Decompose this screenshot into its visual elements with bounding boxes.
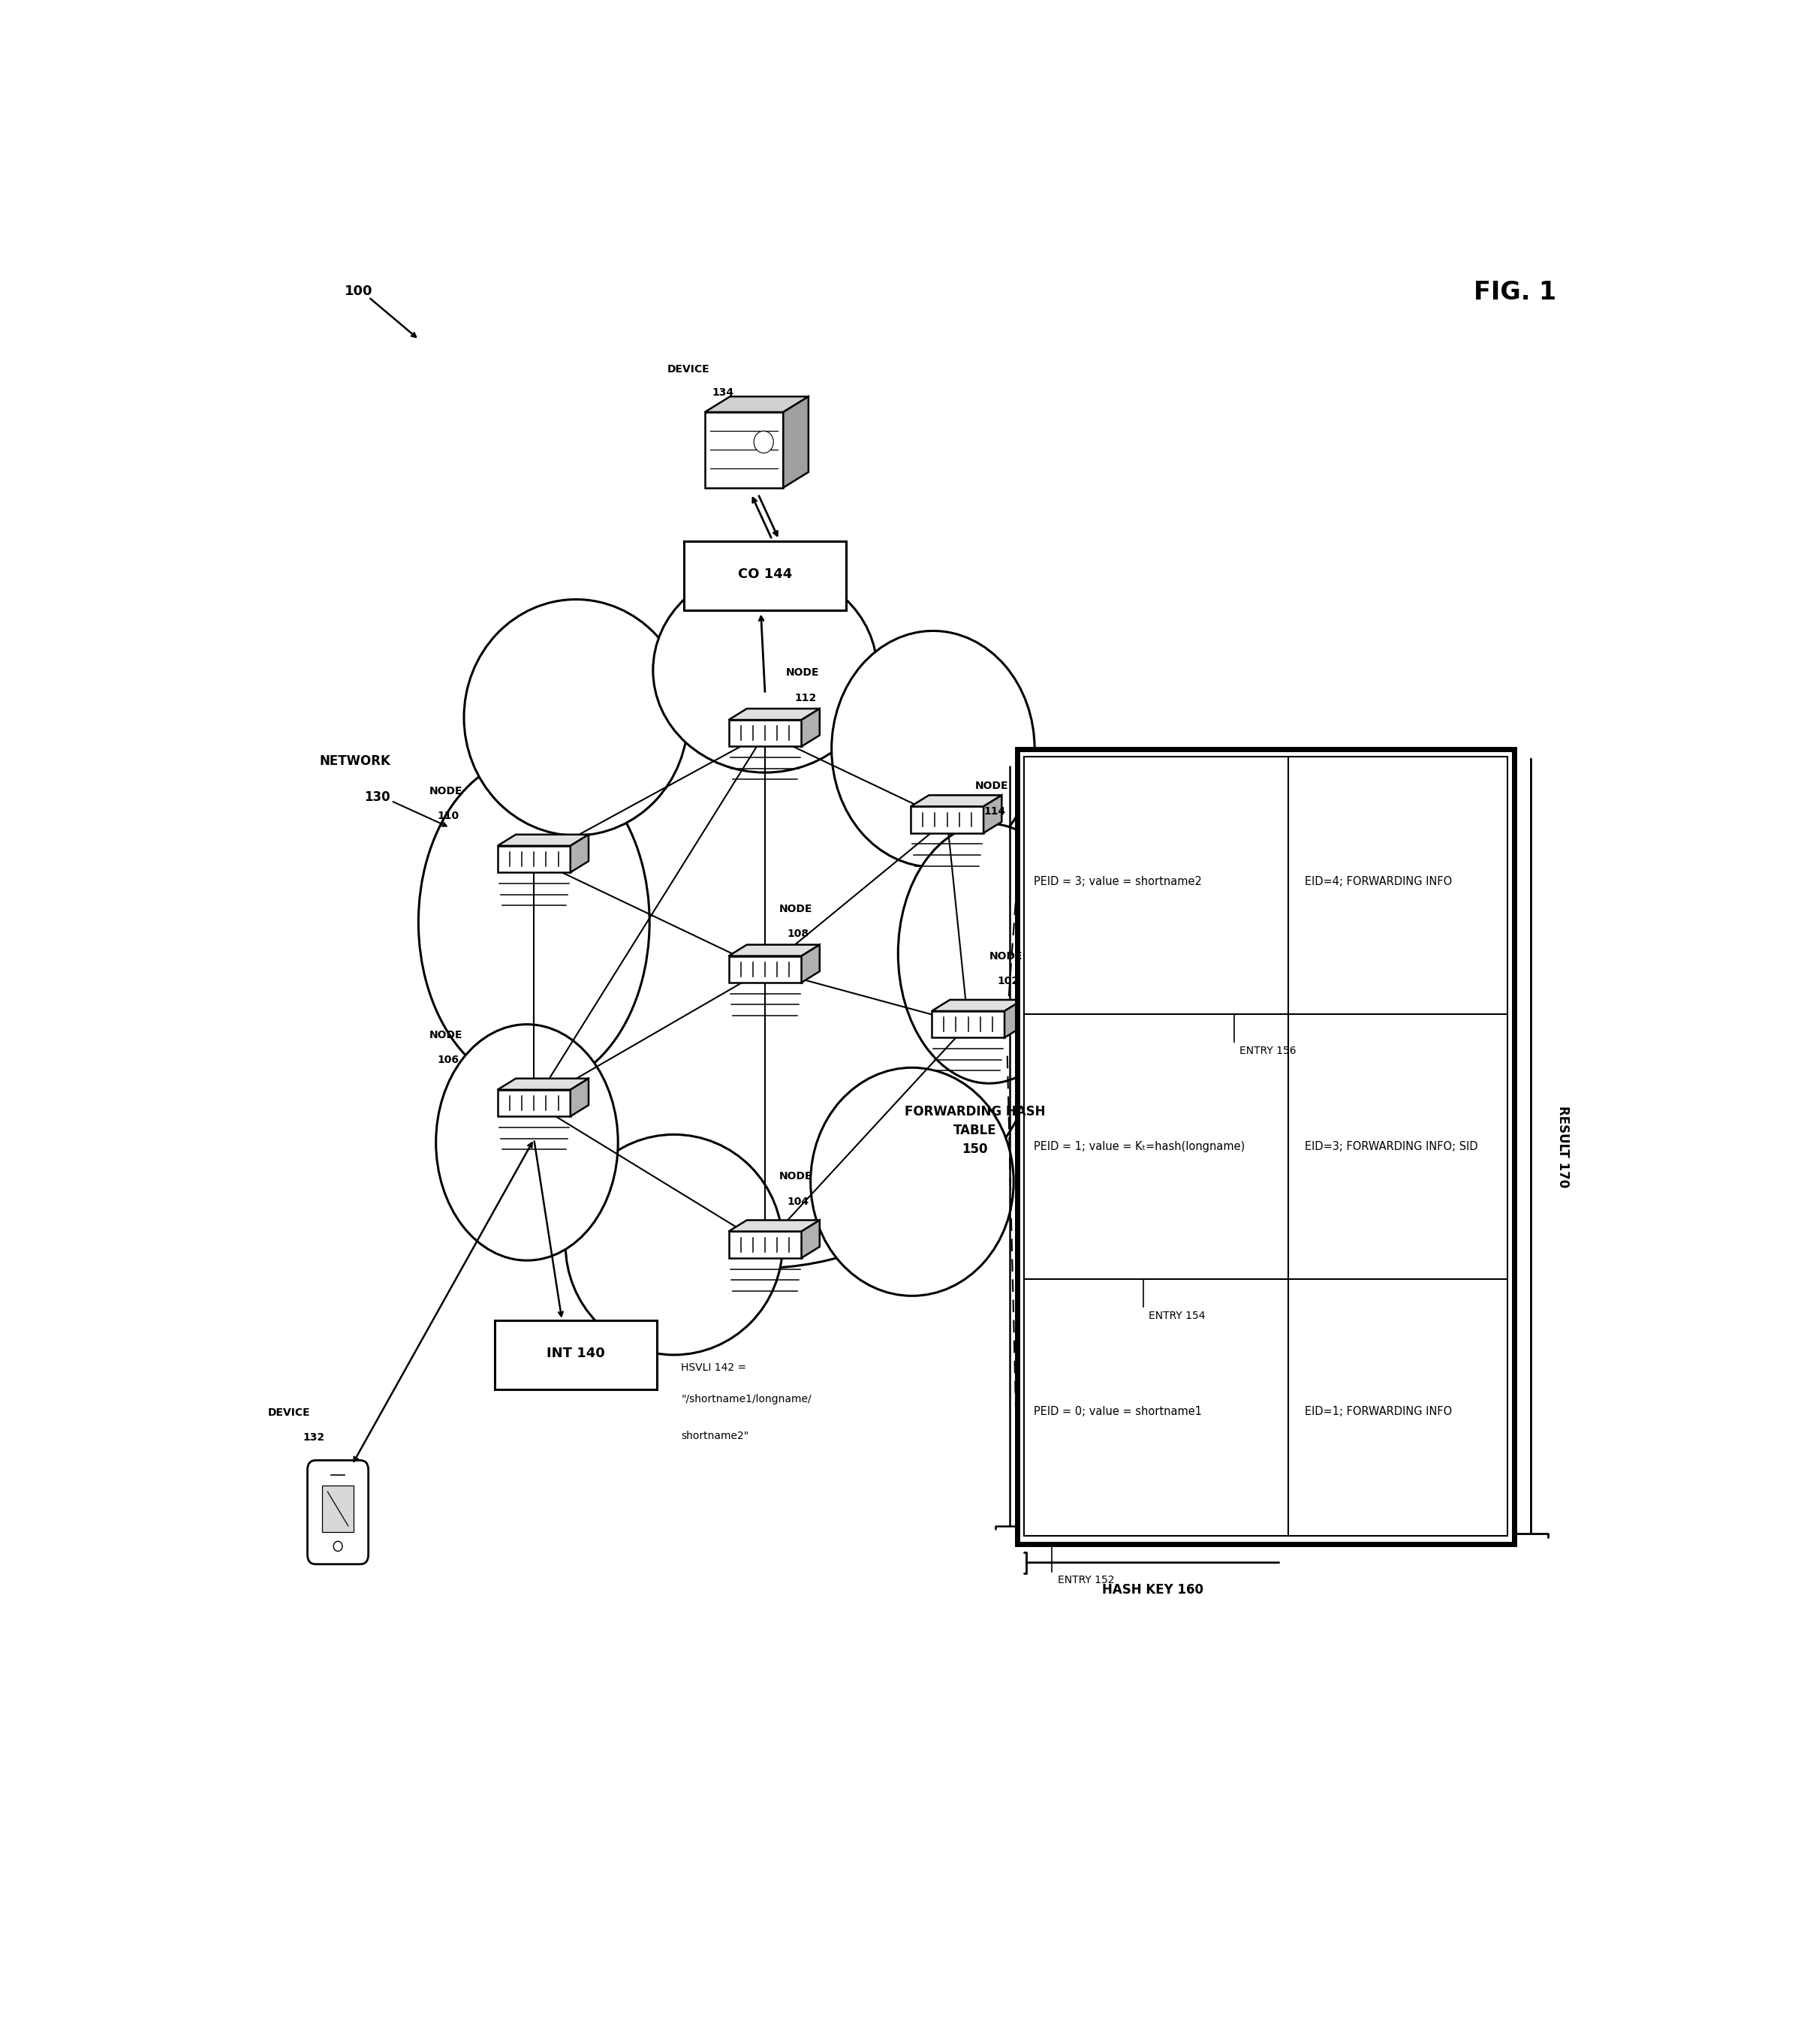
FancyBboxPatch shape (307, 1459, 369, 1564)
Text: FIG. 1: FIG. 1 (1473, 280, 1556, 305)
Polygon shape (728, 719, 802, 746)
Text: DEVICE: DEVICE (267, 1408, 311, 1419)
Ellipse shape (334, 1541, 342, 1551)
Polygon shape (497, 846, 571, 873)
Text: NODE: NODE (976, 781, 1008, 791)
Ellipse shape (652, 568, 876, 773)
Text: NODE: NODE (779, 903, 813, 914)
Polygon shape (497, 834, 589, 846)
Polygon shape (932, 1012, 1005, 1038)
Polygon shape (802, 709, 820, 746)
Text: 106: 106 (437, 1055, 459, 1065)
Polygon shape (705, 397, 808, 413)
Text: NODE: NODE (428, 785, 463, 797)
Text: FORWARDING HASH
TABLE
150: FORWARDING HASH TABLE 150 (905, 1106, 1046, 1157)
Text: ENTRY 156: ENTRY 156 (1240, 1044, 1297, 1057)
Text: 114: 114 (983, 805, 1005, 818)
Ellipse shape (811, 1067, 1014, 1296)
Polygon shape (932, 1000, 1023, 1012)
Text: PEID = 0; value = shortname1: PEID = 0; value = shortname1 (1034, 1406, 1202, 1416)
Text: EID=3; FORWARDING INFO; SID: EID=3; FORWARDING INFO; SID (1305, 1141, 1478, 1153)
Polygon shape (322, 1486, 354, 1533)
Polygon shape (1005, 1000, 1023, 1038)
Text: CO 144: CO 144 (737, 568, 791, 580)
Polygon shape (782, 397, 808, 489)
Ellipse shape (898, 824, 1081, 1083)
Polygon shape (705, 413, 782, 489)
Polygon shape (802, 1220, 820, 1257)
Polygon shape (728, 1230, 802, 1257)
Polygon shape (728, 957, 802, 983)
Text: RESULT 170: RESULT 170 (1556, 1106, 1570, 1188)
Text: 100: 100 (345, 284, 372, 298)
Polygon shape (497, 1089, 571, 1116)
Text: NODE: NODE (428, 1030, 463, 1040)
Text: NODE: NODE (786, 668, 819, 679)
Polygon shape (497, 1079, 589, 1089)
FancyBboxPatch shape (1025, 756, 1507, 1535)
Ellipse shape (566, 1134, 782, 1355)
Text: PEID = 3; value = shortname2: PEID = 3; value = shortname2 (1034, 875, 1202, 887)
Polygon shape (983, 795, 1001, 834)
Ellipse shape (464, 599, 688, 836)
Text: HASH KEY 160: HASH KEY 160 (1102, 1584, 1203, 1596)
Text: PEID = 1; value = Κₜ=hash(longname): PEID = 1; value = Κₜ=hash(longname) (1034, 1141, 1245, 1153)
Ellipse shape (435, 1024, 618, 1261)
FancyBboxPatch shape (1017, 748, 1514, 1543)
Polygon shape (802, 944, 820, 983)
Text: NETWORK: NETWORK (320, 754, 390, 769)
Polygon shape (571, 834, 589, 873)
Text: 132: 132 (304, 1433, 325, 1443)
Text: EID=1; FORWARDING INFO: EID=1; FORWARDING INFO (1305, 1406, 1453, 1416)
Text: NODE: NODE (779, 1171, 813, 1181)
Text: "/shortname1/longname/: "/shortname1/longname/ (681, 1394, 811, 1404)
Text: HSVLI 142 =: HSVLI 142 = (681, 1363, 746, 1374)
Text: shortname2": shortname2" (681, 1431, 748, 1441)
Ellipse shape (831, 632, 1035, 867)
Polygon shape (911, 807, 983, 834)
Circle shape (754, 431, 773, 454)
FancyBboxPatch shape (683, 542, 846, 611)
Text: 102: 102 (997, 977, 1019, 987)
Polygon shape (728, 1220, 820, 1230)
Polygon shape (911, 795, 1001, 807)
Text: INT 140: INT 140 (548, 1347, 605, 1359)
Text: NODE: NODE (988, 950, 1023, 961)
Polygon shape (728, 944, 820, 957)
Text: ENTRY 152: ENTRY 152 (1057, 1576, 1115, 1586)
FancyBboxPatch shape (495, 1320, 658, 1390)
Ellipse shape (419, 756, 649, 1087)
Text: 110: 110 (437, 811, 459, 822)
Text: DEVICE: DEVICE (667, 364, 710, 374)
Text: EID=4; FORWARDING INFO: EID=4; FORWARDING INFO (1305, 875, 1453, 887)
Text: 112: 112 (795, 693, 817, 703)
Text: ENTRY 154: ENTRY 154 (1149, 1310, 1205, 1320)
Ellipse shape (464, 701, 1052, 1267)
Text: 108: 108 (788, 928, 810, 940)
Polygon shape (728, 709, 820, 719)
Text: 104: 104 (788, 1196, 810, 1206)
Polygon shape (571, 1079, 589, 1116)
Text: 130: 130 (365, 791, 390, 803)
Text: 134: 134 (712, 388, 734, 399)
